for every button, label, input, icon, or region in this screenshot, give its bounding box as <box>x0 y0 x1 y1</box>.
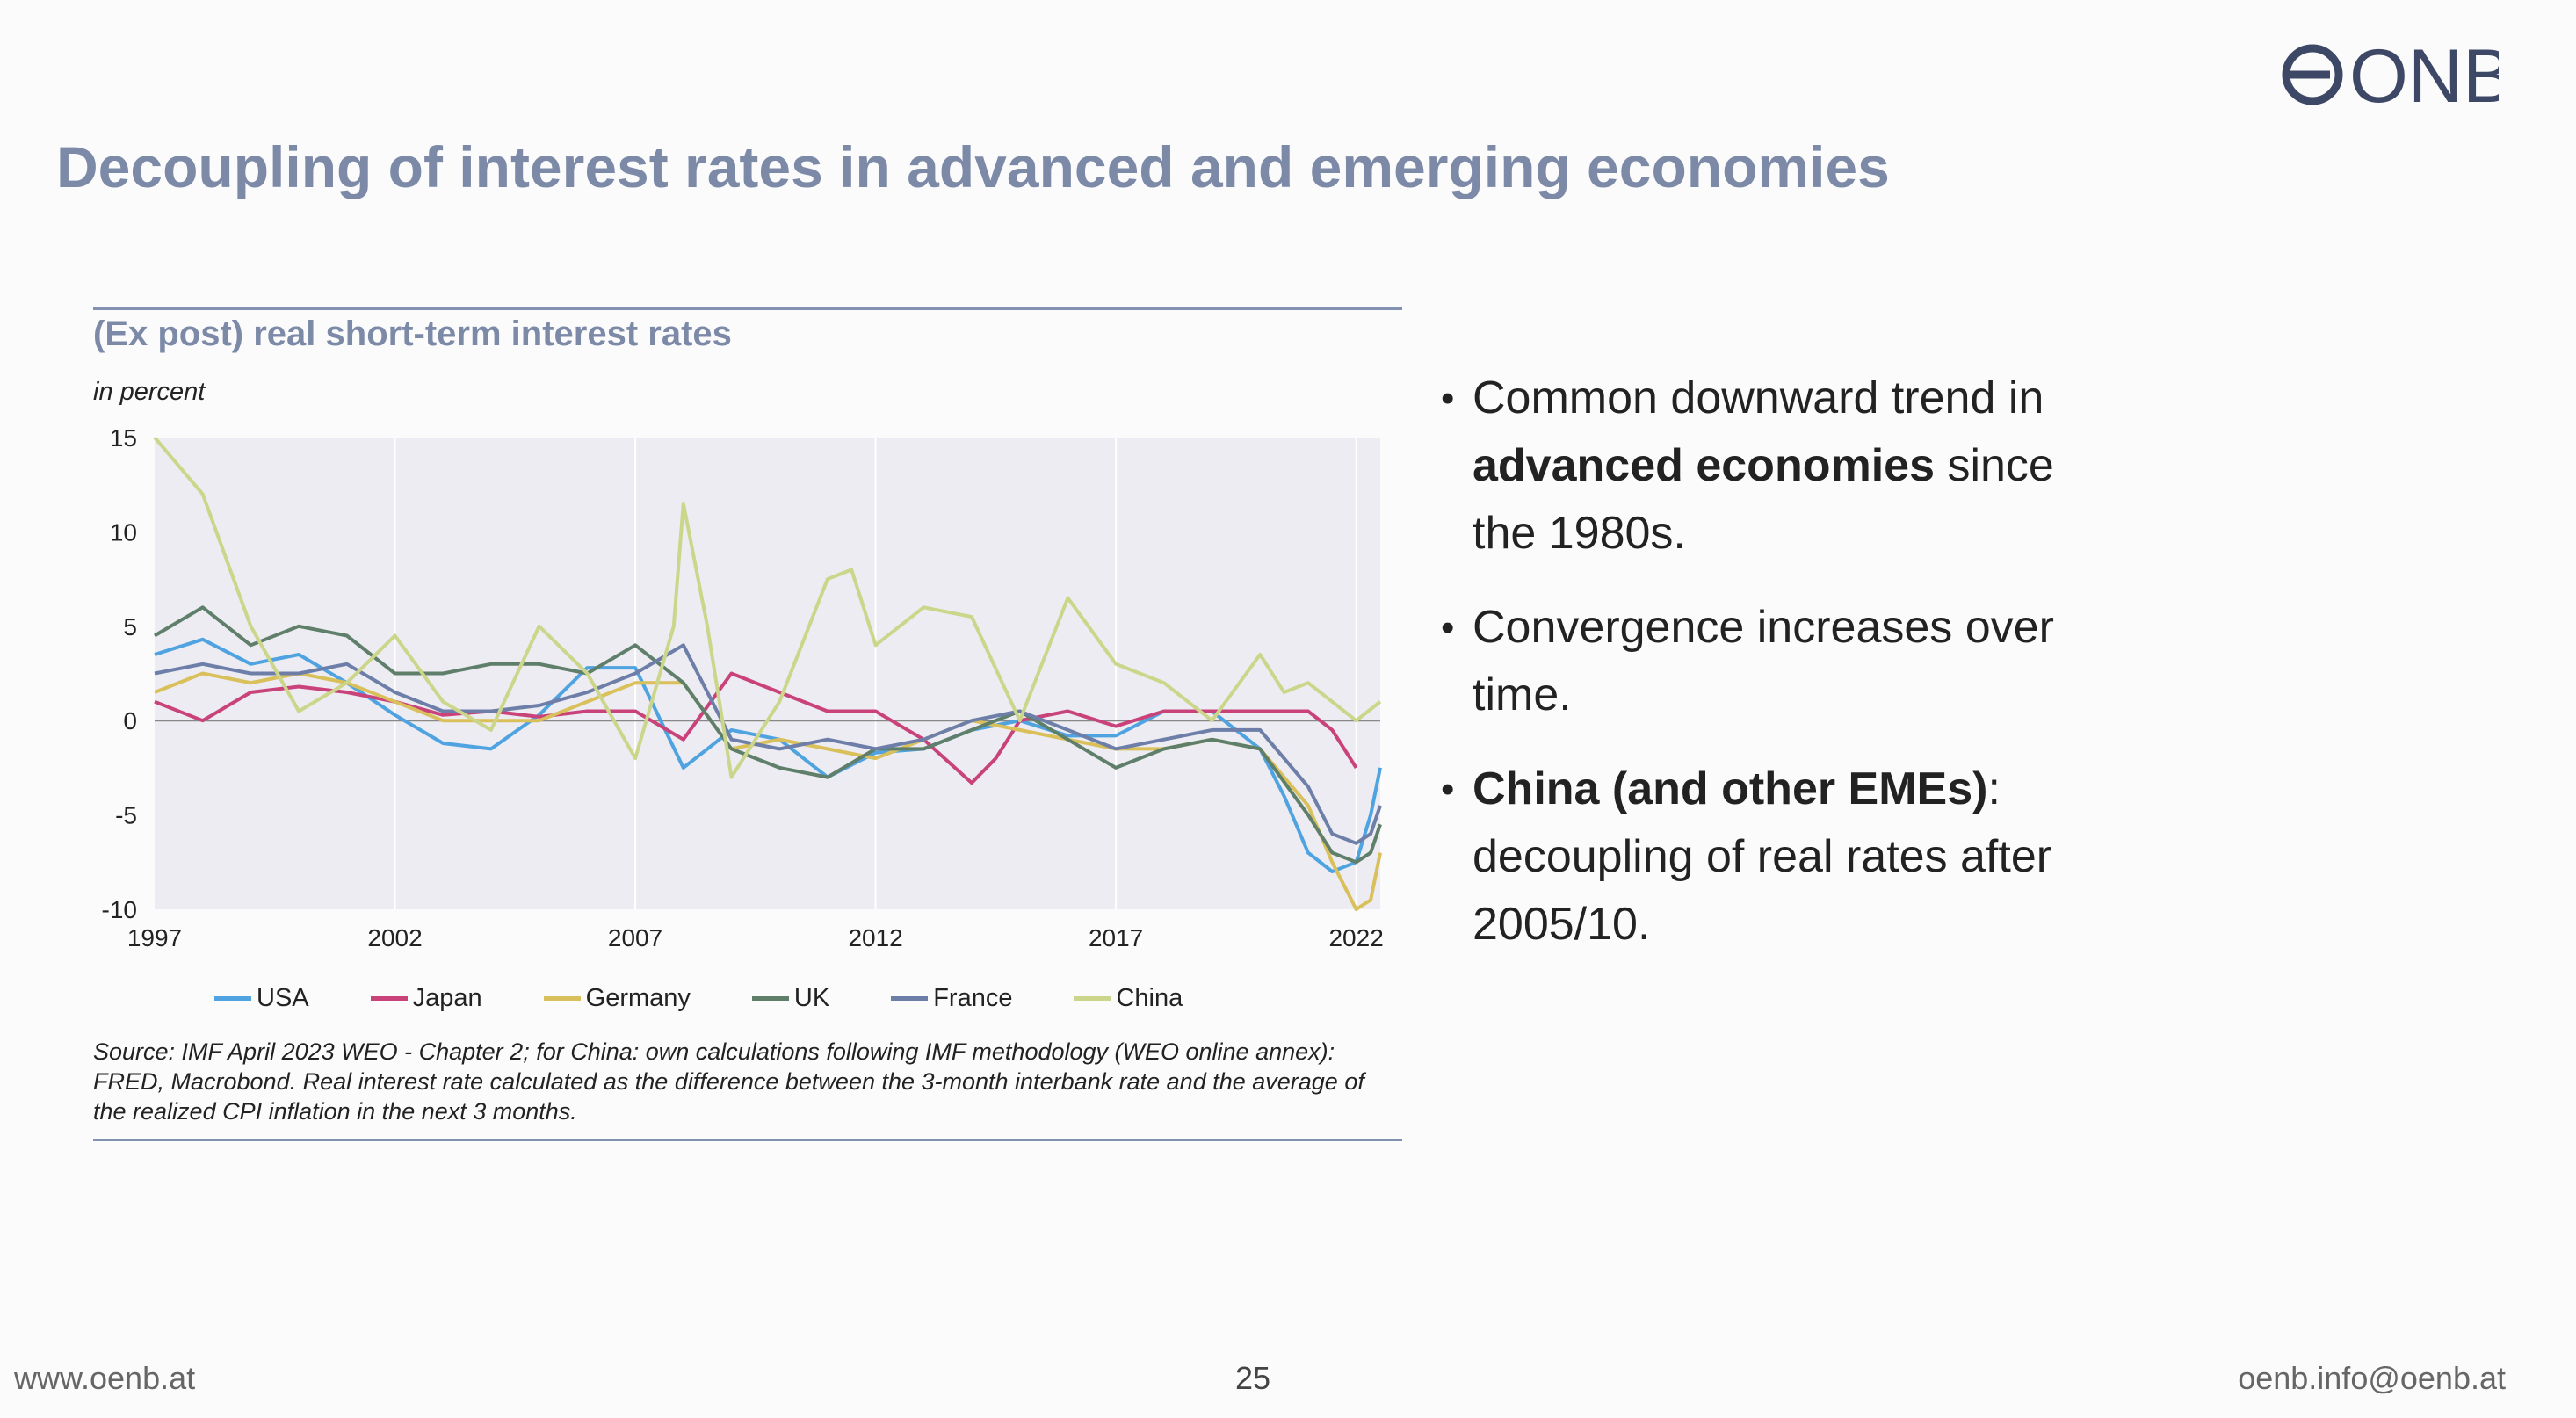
bullet-text: : decoupling of real rates after 2005/10… <box>1473 763 2052 950</box>
legend-item-uk: UK <box>751 984 830 1013</box>
bullet-text: Convergence increases over time. <box>1473 602 2054 720</box>
legend-swatch <box>543 996 581 1001</box>
bullet-item: Convergence increases over time. <box>1437 594 2070 729</box>
legend-swatch <box>370 996 408 1001</box>
legend-swatch <box>891 996 929 1001</box>
x-tick-label: 2017 <box>1089 924 1143 951</box>
legend-swatch <box>1074 996 1111 1001</box>
y-tick-label: 0 <box>123 707 137 734</box>
chart-panel: (Ex post) real short-term interest rates… <box>93 307 1402 1142</box>
y-tick-label: -5 <box>115 802 137 829</box>
x-tick-label: 2012 <box>848 924 902 951</box>
x-tick-label: 2022 <box>1328 924 1383 951</box>
line-chart: 1997 2002 2007 2012 2017 2022 15 10 5 0 -5 -10 <box>102 424 1384 951</box>
bullet-text: since the 1980s. <box>1473 440 2054 559</box>
legend-item-usa: USA <box>214 984 309 1013</box>
legend-swatch <box>214 996 251 1001</box>
source-note: Source: IMF April 2023 WEO - Chapter 2; … <box>93 1038 1364 1125</box>
series-line-japan <box>154 671 1358 785</box>
y-tick-label: 10 <box>110 518 137 546</box>
bullet-list: Common downward trend in advanced econom… <box>1437 365 2070 985</box>
x-tick-label: 1997 <box>127 924 182 951</box>
logo-text: ONB <box>2349 35 2499 114</box>
legend-item-germany: Germany <box>543 984 691 1013</box>
bullet-item: China (and other EMEs): decoupling of re… <box>1437 756 2070 959</box>
legend-label: Japan <box>412 984 482 1012</box>
legend-label: France <box>933 984 1013 1012</box>
oenb-logo: ONB <box>2282 35 2499 114</box>
legend-item-france: France <box>891 984 1012 1013</box>
bullet-bold-text: China (and other EMEs) <box>1473 763 1988 814</box>
bottom-rule <box>93 1139 1402 1141</box>
x-tick-label: 2002 <box>367 924 422 951</box>
y-unit-label: in percent <box>93 378 206 406</box>
bullet-text: Common downward trend in <box>1473 373 2044 423</box>
y-tick-label: 15 <box>110 424 137 452</box>
page-number: 25 <box>1235 1360 1271 1396</box>
footer-website[interactable]: www.oenb.at <box>14 1360 196 1396</box>
series-line-china <box>153 436 1382 779</box>
legend-item-china: China <box>1074 984 1183 1013</box>
bullet-item: Common downward trend in advanced econom… <box>1437 365 2070 568</box>
plot-background <box>155 438 1380 909</box>
chart-legend: USA Japan Germany UK France China <box>214 984 1244 1013</box>
y-tick-label: 5 <box>123 613 137 640</box>
chart-title: (Ex post) real short-term interest rates <box>93 315 732 353</box>
x-tick-label: 2007 <box>608 924 662 951</box>
legend-item-japan: Japan <box>370 984 482 1013</box>
series-line-uk <box>153 605 1382 865</box>
series-line-germany <box>154 671 1382 911</box>
footer-email[interactable]: oenb.info@oenb.at <box>2238 1360 2506 1396</box>
top-rule <box>93 307 1402 310</box>
legend-label: UK <box>793 984 830 1012</box>
legend-label: Germany <box>585 984 691 1012</box>
legend-swatch <box>751 996 789 1001</box>
legend-label: China <box>1116 984 1183 1012</box>
bullet-bold-text: advanced economies <box>1473 440 1935 491</box>
legend-label: USA <box>257 984 309 1012</box>
slide-title: Decoupling of interest rates in advanced… <box>56 134 1890 199</box>
series-line-france <box>154 643 1382 845</box>
y-tick-label: -10 <box>102 896 137 923</box>
